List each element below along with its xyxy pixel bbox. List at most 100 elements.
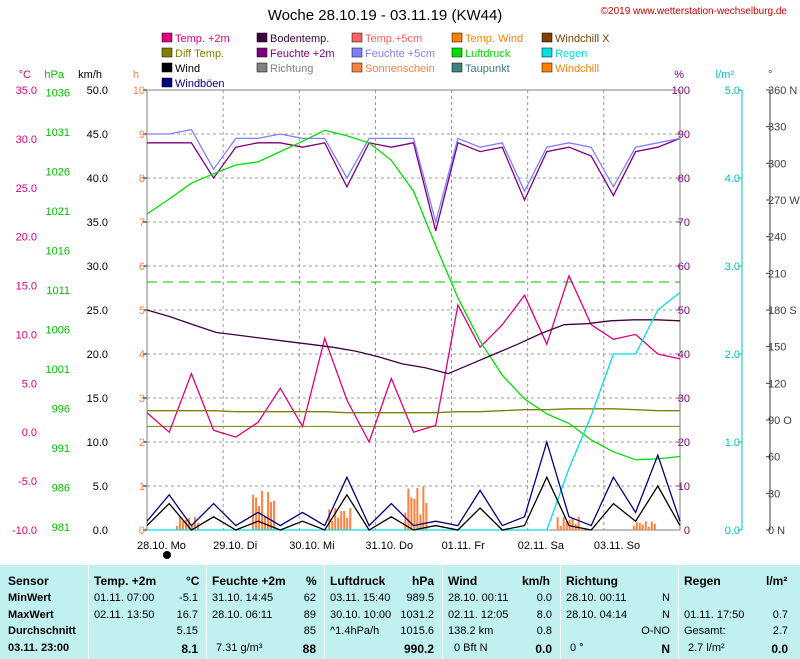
axis-3-tick-0: 10 xyxy=(133,85,145,97)
sun-bar xyxy=(568,519,571,530)
axis-5-tick-4: 1.0 xyxy=(725,437,740,449)
dir-header: Richtung xyxy=(566,574,618,588)
legend-swatch-5 xyxy=(161,47,173,58)
sun-bar xyxy=(404,512,407,530)
axis-2-tick-10: 0.0 xyxy=(93,525,108,537)
axis-0-tick-1: 30.0 xyxy=(16,134,37,146)
legend-label-1: Bodentemp. xyxy=(270,33,329,45)
wind-unit: km/h xyxy=(522,574,551,588)
sensor-header: Sensor xyxy=(8,574,49,588)
axis-4-tick-5: 50 xyxy=(678,305,690,317)
sun-bar xyxy=(644,521,647,530)
press-now: 990.2 xyxy=(403,642,434,656)
axis-0-tick-0: 35.0 xyxy=(16,85,37,97)
press-unit: hPa xyxy=(412,574,435,588)
legend-label-15: Windböen xyxy=(175,78,225,90)
humid-avg: 85 xyxy=(303,625,316,637)
axis-4-tick-3: 70 xyxy=(678,217,690,229)
axis-6-tick-2: 300 xyxy=(768,158,786,170)
temp-min-time: 01.11. 07:00 xyxy=(94,592,155,604)
x-label-2: 30.10. Mi xyxy=(289,540,334,552)
press-max-time: 30.10. 10:00 xyxy=(330,609,392,621)
axis-5-tick-2: 3.0 xyxy=(725,261,740,273)
axis-2-tick-8: 10.0 xyxy=(87,437,108,449)
legend-label-13: Taupunkt xyxy=(465,63,510,75)
series-line-5 xyxy=(147,408,680,414)
x-label-4: 01.11. Fr xyxy=(442,540,486,552)
axis-6-tick-11: 30 xyxy=(768,488,780,500)
axis-6-tick-6: 180 S xyxy=(768,305,797,317)
sun-bar xyxy=(556,517,559,530)
x-label-6: 03.11. So xyxy=(594,540,640,552)
row-label-now: 03.11. 23:00 xyxy=(8,642,70,654)
sunshine-bars xyxy=(175,486,656,530)
x-label-1: 29.10. Di xyxy=(213,540,257,552)
dir-avg: O-NO xyxy=(641,625,670,637)
wind-max: 8.0 xyxy=(536,609,552,621)
legend-label-5: Diff Temp. xyxy=(175,48,224,60)
dir-now: N xyxy=(661,642,670,656)
legend-label-9: Regen xyxy=(555,48,587,60)
legend-label-10: Wind xyxy=(175,63,200,75)
legend-label-8: Luftdruck xyxy=(465,48,511,60)
sun-bar xyxy=(340,511,343,530)
axis-4-tick-6: 40 xyxy=(678,349,690,361)
legend-swatch-3 xyxy=(451,32,463,43)
sun-bar xyxy=(577,516,580,530)
sun-bar xyxy=(413,498,416,530)
axis-4-tick-2: 80 xyxy=(678,173,690,185)
axis-4-tick-10: 0 xyxy=(684,525,690,537)
sun-bar xyxy=(559,525,562,530)
sun-bar xyxy=(650,521,653,530)
series-line-3 xyxy=(146,129,681,461)
axis-2-tick-2: 40.0 xyxy=(87,173,108,185)
axis-3-tick-1: 9 xyxy=(139,129,145,141)
x-label-3: 31.10. Do xyxy=(365,540,413,552)
axis-1-tick-3: 1021 xyxy=(46,206,70,218)
sun-bar xyxy=(181,521,184,530)
axis-unit-4: % xyxy=(674,69,684,81)
grid xyxy=(147,90,680,530)
axis-6-tick-0: 360 N xyxy=(768,85,797,97)
axis-3-tick-4: 6 xyxy=(139,261,145,273)
rain-header: Regen xyxy=(684,574,721,588)
press-trend: ^1.4hPa/h xyxy=(330,625,380,637)
dir-max: N xyxy=(662,609,670,621)
wind-min: 0.0 xyxy=(536,592,552,604)
legend-swatch-13 xyxy=(451,62,463,73)
press-avg: 1015.6 xyxy=(400,625,434,637)
wind-now: 0.0 xyxy=(535,642,552,656)
axis-2-tick-6: 20.0 xyxy=(87,349,108,361)
sun-bar xyxy=(407,488,410,530)
axis-0-tick-2: 25.0 xyxy=(16,183,37,195)
axis-3-tick-8: 2 xyxy=(139,437,145,449)
axis-unit-2: km/h xyxy=(78,69,102,81)
weather-chart: Woche 28.10.19 - 03.11.19 (KW44) ©2019 w… xyxy=(12,6,800,559)
legend-swatch-12 xyxy=(351,62,363,73)
sun-bar xyxy=(635,522,638,530)
sun-bar xyxy=(264,515,267,530)
sun-bar xyxy=(641,524,644,530)
sun-bar xyxy=(175,526,178,530)
axis-6-tick-12: 0 N xyxy=(768,525,785,537)
sun-bar xyxy=(425,502,428,530)
x-axis-labels: 28.10. Mo 29.10. Di 30.10. Mi 31.10. Do 01.1… xyxy=(137,540,640,559)
axis-1-tick-5: 1011 xyxy=(46,285,70,297)
axis-unit-3: h xyxy=(133,69,139,81)
sun-bar xyxy=(261,490,264,530)
sun-bar xyxy=(337,517,340,530)
row-label-max: MaxWert xyxy=(8,609,54,621)
temp-min: -5.1 xyxy=(179,592,198,604)
sun-bar xyxy=(419,514,422,530)
temp-header: Temp. +2m xyxy=(94,574,157,588)
axis-6-tick-10: 60 xyxy=(768,452,780,464)
axis-6-tick-3: 270 W xyxy=(768,195,800,207)
sun-bar xyxy=(267,492,270,530)
sun-bar xyxy=(410,497,413,530)
sun-bar xyxy=(178,517,181,530)
axis-1-tick-7: 1001 xyxy=(46,364,70,376)
axis-1-tick-1: 1031 xyxy=(46,127,70,139)
press-max: 1031.2 xyxy=(400,609,434,621)
axis-6-tick-5: 210 xyxy=(768,268,786,280)
axis-5-tick-0: 5.0 xyxy=(725,85,740,97)
